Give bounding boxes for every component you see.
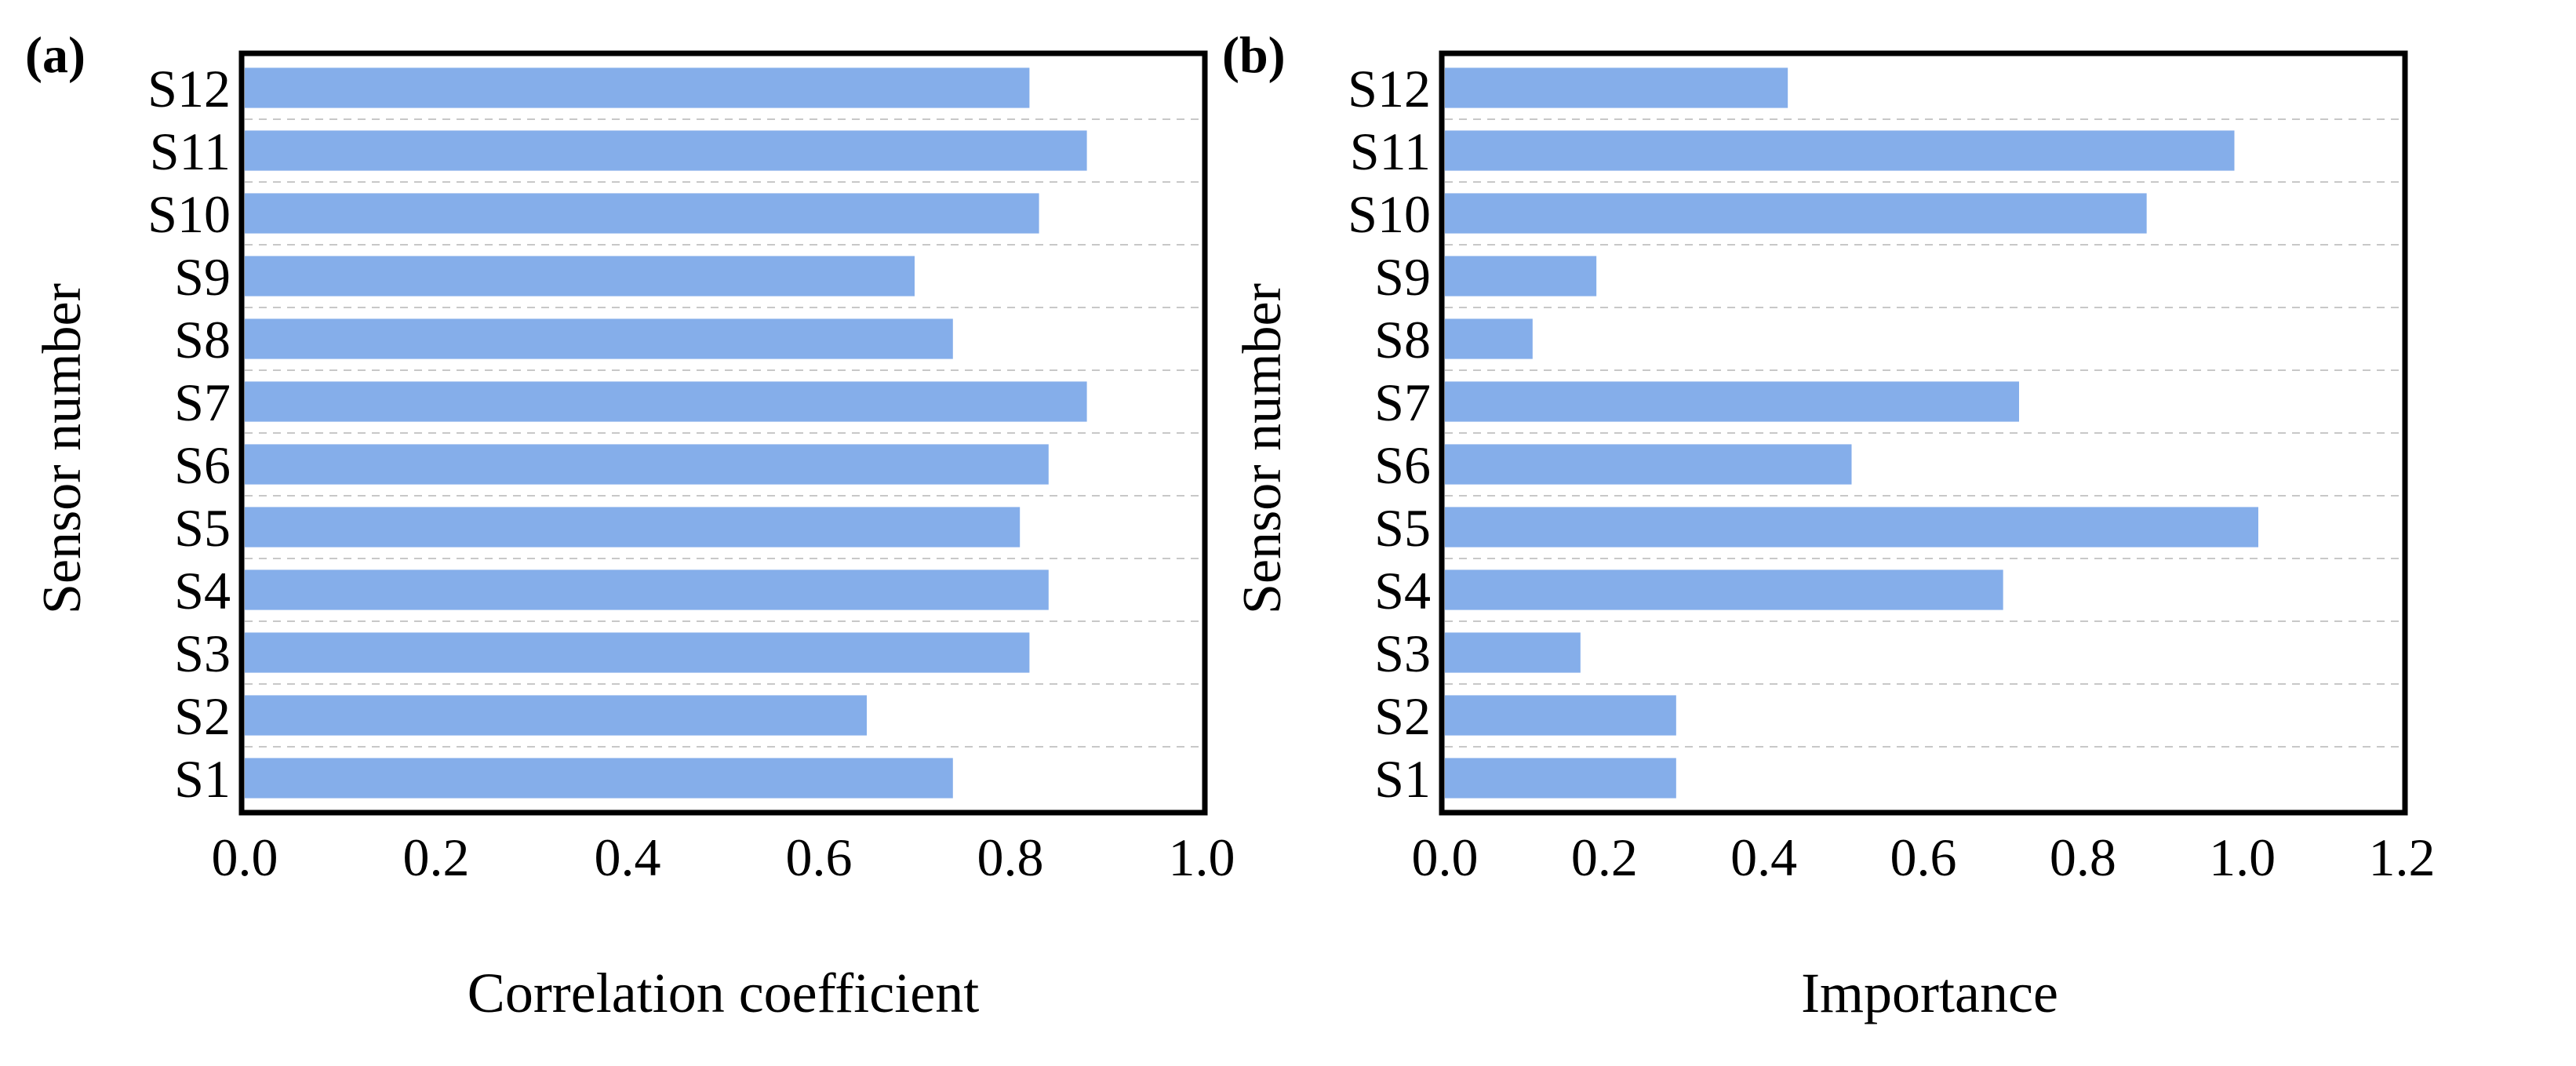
panel-a-bar-s10 (245, 193, 1039, 234)
panel-a-xlabel: Correlation coefficient (468, 962, 979, 1024)
panel-a-bar-s9 (245, 256, 915, 297)
panel-b-bar-s9 (1445, 256, 1597, 297)
panel-a-plot-frame (238, 50, 1208, 816)
panel-a-bar-s3 (245, 632, 1030, 673)
panel-b-bar-s7 (1445, 381, 2019, 422)
panel-a-ytick-s11: S11 (150, 122, 231, 181)
panel-a-bar-s11 (245, 130, 1087, 171)
panel-b-ytick-s4: S4 (1374, 561, 1431, 620)
panel-b-ytick-s3: S3 (1374, 624, 1431, 683)
panel-a-bar-s1 (245, 758, 953, 799)
panel-b-bar-s5 (1445, 507, 2258, 548)
panel-b-ytick-s5: S5 (1374, 498, 1431, 558)
panel-b-ytick-s1: S1 (1374, 749, 1431, 809)
panel-b-ytick-s7: S7 (1374, 373, 1431, 432)
panel-b-xtick-label: 1.0 (2209, 828, 2276, 887)
panel-b-xtick-label: 0.6 (1890, 828, 1957, 887)
panel-b-xlabel: Importance (1801, 962, 2058, 1024)
panel-b-label: (b) (1222, 27, 1286, 84)
panel-a-ytick-s10: S10 (147, 184, 231, 244)
panel-b-bar-s4 (1445, 569, 2003, 610)
panel-a-xtick-label: 0.2 (403, 828, 470, 887)
panel-b-ytick-s8: S8 (1374, 310, 1431, 369)
panel-b-bar-s10 (1445, 193, 2147, 234)
panel-a-ytick-s12: S12 (147, 59, 231, 118)
panel-a-xtick-label: 0.0 (212, 828, 278, 887)
panel-b-bar-s8 (1445, 318, 1533, 359)
panel-a-ytick-s1: S1 (174, 749, 231, 809)
panel-b-bar-s11 (1445, 130, 2235, 171)
panel-b-bar-s3 (1445, 632, 1581, 673)
panel-a-ytick-s9: S9 (174, 247, 231, 307)
panel-a-xtick-label: 0.6 (786, 828, 853, 887)
panel-b-bar-s2 (1445, 695, 1676, 736)
panel-a-ytick-s3: S3 (174, 624, 231, 683)
panel-a-bar-s7 (245, 381, 1087, 422)
panel-b-ytick-s2: S2 (1374, 686, 1431, 746)
panel-b-ytick-s6: S6 (1374, 435, 1431, 495)
panel-a-xtick-label: 0.8 (977, 828, 1044, 887)
panel-a-xtick-label: 0.4 (595, 828, 661, 887)
panel-a-bar-s6 (245, 444, 1049, 485)
panel-b-xtick-label: 0.4 (1730, 828, 1797, 887)
chart-panel-b: (b) Sensor number Importance S1S2S3S4S5S… (1222, 27, 2436, 1024)
panel-a-bar-s2 (245, 695, 867, 736)
panel-a-ytick-s6: S6 (174, 435, 231, 495)
panel-b-ytick-s11: S11 (1350, 122, 1431, 181)
panel-b-bar-s12 (1445, 67, 1788, 108)
panel-a-ytick-s5: S5 (174, 498, 231, 558)
chart-panel-a: (a) Sensor number Correlation coefficien… (25, 27, 1235, 1024)
panel-b-xtick-label: 0.2 (1571, 828, 1638, 887)
panel-a-ytick-s2: S2 (174, 686, 231, 746)
panel-b-bar-s1 (1445, 758, 1676, 799)
panel-a-ytick-s8: S8 (174, 310, 231, 369)
panel-b-bar-s6 (1445, 444, 1852, 485)
panel-b-ytick-s10: S10 (1348, 184, 1431, 244)
panel-b-xtick-label: 1.2 (2369, 828, 2436, 887)
panel-a-label: (a) (25, 27, 86, 84)
panel-a-ytick-s4: S4 (174, 561, 231, 620)
panel-b-plot-frame (1439, 50, 2408, 816)
panel-b-ytick-s12: S12 (1348, 59, 1431, 118)
panel-a-bar-s12 (245, 67, 1030, 108)
panel-b-xtick-label: 0.8 (2050, 828, 2116, 887)
panel-a-ylabel: Sensor number (32, 283, 93, 614)
panel-a-bar-s4 (245, 569, 1049, 610)
panel-b-xtick-label: 0.0 (1412, 828, 1479, 887)
panel-a-xtick-label: 1.0 (1169, 828, 1235, 887)
panel-a-bar-s5 (245, 507, 1021, 548)
panel-a-bar-s8 (245, 318, 953, 359)
panel-a-ytick-s7: S7 (174, 373, 231, 432)
panel-b-ylabel: Sensor number (1232, 283, 1293, 614)
panel-b-ytick-s9: S9 (1374, 247, 1431, 307)
